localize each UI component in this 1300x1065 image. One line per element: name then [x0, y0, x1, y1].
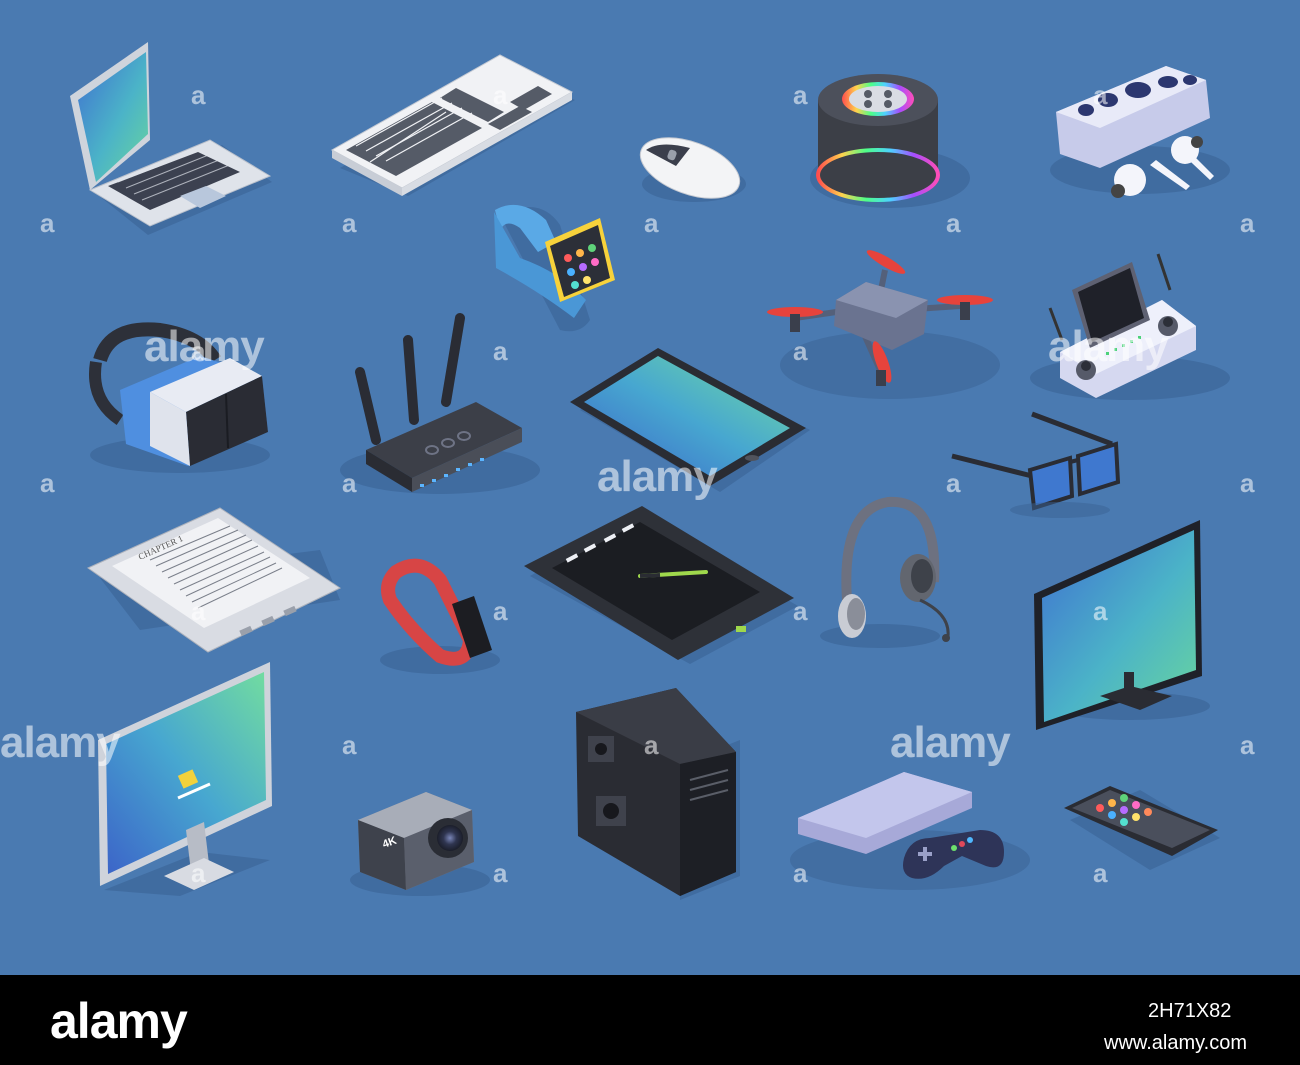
- watermark-mark: a: [946, 208, 961, 238]
- fitness-band-icon: [380, 558, 500, 674]
- watermark-mark: a: [644, 208, 659, 238]
- pc-tower-icon: [576, 688, 740, 900]
- watermark-mark: a: [1093, 858, 1108, 888]
- watermark-mark: a: [191, 858, 206, 888]
- watermark-logo: alamy: [0, 718, 121, 767]
- ereader-icon: CHAPTER 1: [86, 507, 342, 653]
- watermark-mark: a: [793, 80, 808, 110]
- watermark-logo: alamy: [144, 322, 265, 371]
- smart-speaker-icon: [810, 74, 970, 208]
- watermark-mark: a: [1240, 730, 1255, 760]
- watermark-mark: a: [191, 336, 206, 366]
- laptop-icon: [70, 42, 272, 235]
- watermark-mark: a: [1093, 80, 1108, 110]
- tv-icon: [1034, 520, 1210, 730]
- tablet-icon: [570, 348, 810, 492]
- watermark-mark: a: [191, 596, 206, 626]
- mouse-icon: [639, 137, 746, 202]
- illustration-canvas: CHAPTER 1: [0, 0, 1300, 975]
- watermark-mark: a: [644, 730, 659, 760]
- stock-footer: [0, 975, 1300, 1065]
- headset-icon: [820, 496, 950, 648]
- watermark-mark: a: [40, 468, 55, 498]
- watermark-mark: a: [342, 468, 357, 498]
- watermark-mark: a: [493, 336, 508, 366]
- watermark-mark: a: [493, 80, 508, 110]
- watermark-logo: alamy: [890, 718, 1011, 767]
- image-id: 2H71X82: [1148, 1000, 1232, 1022]
- camera-label: 4K: [381, 835, 398, 851]
- watermark-mark: a: [493, 858, 508, 888]
- watermark-logo: alamy: [597, 452, 718, 501]
- glasses-icon: [951, 411, 1121, 518]
- watermark-mark: a: [342, 730, 357, 760]
- watermark-mark: a: [946, 468, 961, 498]
- game-console-icon: [790, 772, 1030, 890]
- camera-icon: 4K: [350, 792, 490, 896]
- smartwatch-icon: [494, 204, 615, 332]
- controller-icon: [1030, 253, 1230, 400]
- device-illustration: CHAPTER 1: [70, 42, 1230, 900]
- watermark-mark: a: [793, 596, 808, 626]
- earbuds-icon: [1050, 66, 1230, 198]
- watermark-logo: alamy: [1048, 322, 1169, 371]
- watermark-mark: a: [793, 858, 808, 888]
- graphics-tablet-icon: [524, 506, 798, 664]
- smartphone-icon: [1064, 786, 1220, 870]
- watermark-mark: a: [793, 336, 808, 366]
- watermark-mark: a: [191, 80, 206, 110]
- alamy-logo: alamy: [50, 993, 188, 1049]
- vr-headset-icon: [89, 322, 270, 473]
- monitor-icon: [98, 662, 272, 896]
- watermark-mark: a: [493, 596, 508, 626]
- watermark-mark: a: [40, 208, 55, 238]
- drone-icon: [767, 250, 1000, 399]
- keyboard-icon: [330, 54, 575, 196]
- router-icon: [340, 313, 540, 494]
- watermark-mark: a: [342, 208, 357, 238]
- watermark-mark: a: [1240, 468, 1255, 498]
- stock-url: www.alamy.com: [1104, 1032, 1247, 1054]
- watermark-mark: a: [1240, 208, 1255, 238]
- watermark-mark: a: [1093, 596, 1108, 626]
